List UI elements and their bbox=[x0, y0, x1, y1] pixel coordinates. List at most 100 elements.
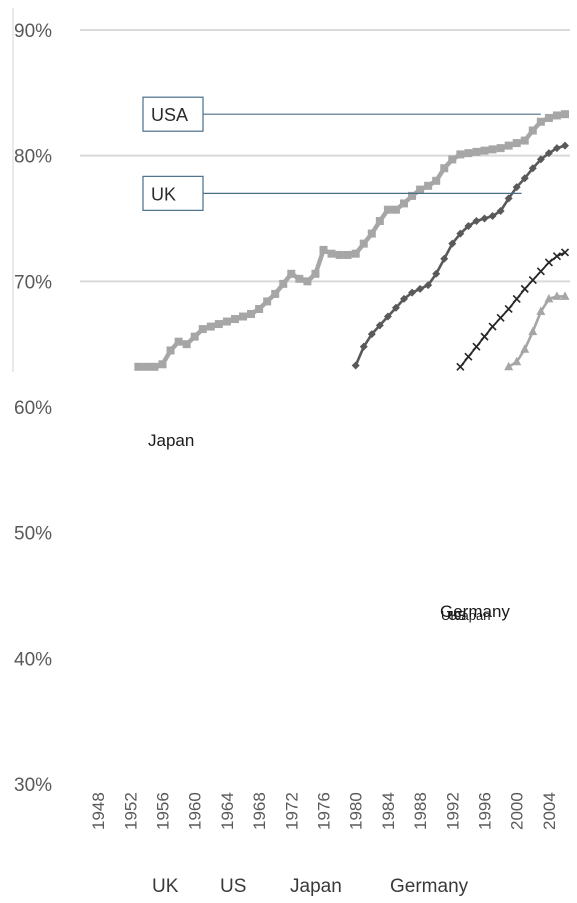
data-point bbox=[520, 344, 530, 353]
y-tick-label: 70% bbox=[14, 272, 52, 293]
x-tick-label: 1964 bbox=[218, 792, 237, 830]
x-tick-label: 2000 bbox=[508, 792, 527, 830]
series-uk bbox=[351, 141, 569, 370]
data-point bbox=[488, 211, 497, 220]
data-point bbox=[496, 144, 505, 153]
data-point bbox=[440, 254, 449, 263]
data-point bbox=[142, 362, 151, 371]
lower-area-mask bbox=[0, 372, 577, 898]
data-point bbox=[391, 205, 400, 214]
data-point bbox=[319, 245, 328, 254]
x-tick-label: 1972 bbox=[282, 792, 301, 830]
data-point bbox=[480, 332, 489, 341]
y-tick-label: 80% bbox=[14, 147, 52, 168]
data-point bbox=[416, 185, 425, 194]
callout-uk: UK bbox=[142, 175, 522, 211]
data-point bbox=[544, 149, 553, 158]
data-point bbox=[448, 239, 457, 248]
data-point bbox=[552, 291, 562, 300]
callout-text: UK bbox=[151, 184, 176, 204]
data-point bbox=[279, 279, 288, 288]
callout-box bbox=[142, 96, 204, 132]
data-point bbox=[190, 332, 199, 341]
legend-entry-japan: Japan bbox=[290, 876, 342, 897]
data-point bbox=[512, 356, 522, 366]
data-point bbox=[351, 249, 360, 258]
data-point bbox=[552, 111, 561, 120]
data-point bbox=[150, 362, 159, 371]
data-point bbox=[488, 322, 497, 331]
x-tick-label: 2004 bbox=[540, 792, 559, 830]
y-axis-ticks: 70% 80% 90% bbox=[14, 21, 52, 293]
data-point bbox=[512, 139, 521, 148]
label-germany: Germany bbox=[440, 602, 510, 621]
data-point bbox=[383, 312, 392, 321]
data-point bbox=[416, 284, 425, 293]
data-point bbox=[367, 229, 376, 238]
data-point bbox=[520, 136, 529, 145]
data-point bbox=[520, 284, 529, 293]
x-tick-label: 1980 bbox=[347, 792, 366, 830]
data-point bbox=[311, 269, 320, 278]
data-point bbox=[504, 194, 513, 203]
x-tick-label: 1988 bbox=[411, 792, 430, 830]
overlap-label: US bbox=[448, 608, 466, 623]
callouts: USA UK bbox=[142, 96, 541, 211]
data-point bbox=[512, 183, 521, 192]
data-point bbox=[174, 337, 183, 346]
data-point bbox=[134, 362, 143, 371]
y-tick-label: 40% bbox=[14, 649, 52, 670]
data-point bbox=[440, 164, 449, 173]
x-tick-label: 1956 bbox=[154, 792, 173, 830]
data-point bbox=[214, 320, 223, 329]
data-point bbox=[561, 110, 569, 119]
data-point bbox=[536, 117, 545, 126]
overlap-label: UK bbox=[441, 608, 459, 623]
data-point bbox=[504, 361, 514, 371]
y-tick-label: 50% bbox=[14, 524, 52, 545]
data-point bbox=[472, 147, 481, 156]
data-point bbox=[408, 288, 417, 297]
data-point bbox=[560, 248, 570, 257]
data-point bbox=[391, 303, 400, 312]
data-point bbox=[552, 252, 562, 261]
x-tick-label: 1968 bbox=[250, 792, 269, 830]
legend: UK US Japan Germany bbox=[152, 876, 469, 897]
overlap-label: Japan bbox=[455, 608, 490, 623]
data-point bbox=[158, 360, 167, 369]
data-point bbox=[480, 214, 489, 223]
data-point bbox=[536, 267, 545, 276]
data-point bbox=[343, 250, 352, 259]
data-point bbox=[359, 342, 368, 351]
x-tick-label: 1976 bbox=[315, 792, 334, 830]
data-point bbox=[528, 126, 537, 135]
data-point bbox=[206, 322, 215, 331]
data-point bbox=[520, 174, 529, 183]
data-point bbox=[472, 342, 481, 351]
data-point bbox=[464, 222, 473, 231]
data-point bbox=[359, 239, 368, 248]
data-point bbox=[351, 361, 360, 370]
data-point bbox=[544, 293, 554, 303]
data-point bbox=[456, 362, 465, 371]
data-point bbox=[247, 310, 256, 319]
callout-usa: USA bbox=[142, 96, 541, 132]
gridlines bbox=[12, 8, 570, 372]
data-point bbox=[464, 149, 473, 158]
data-point bbox=[552, 144, 561, 153]
legend-entry-germany: Germany bbox=[390, 876, 469, 897]
x-tick-label: 1984 bbox=[379, 792, 398, 830]
data-point bbox=[480, 146, 489, 155]
data-point bbox=[367, 330, 376, 339]
data-point bbox=[472, 217, 481, 226]
data-point bbox=[375, 217, 384, 226]
data-point bbox=[496, 313, 505, 322]
callout-text: USA bbox=[151, 105, 188, 125]
data-point bbox=[512, 294, 521, 303]
data-point bbox=[303, 277, 312, 286]
data-point bbox=[464, 352, 473, 361]
callout-box bbox=[142, 175, 204, 211]
